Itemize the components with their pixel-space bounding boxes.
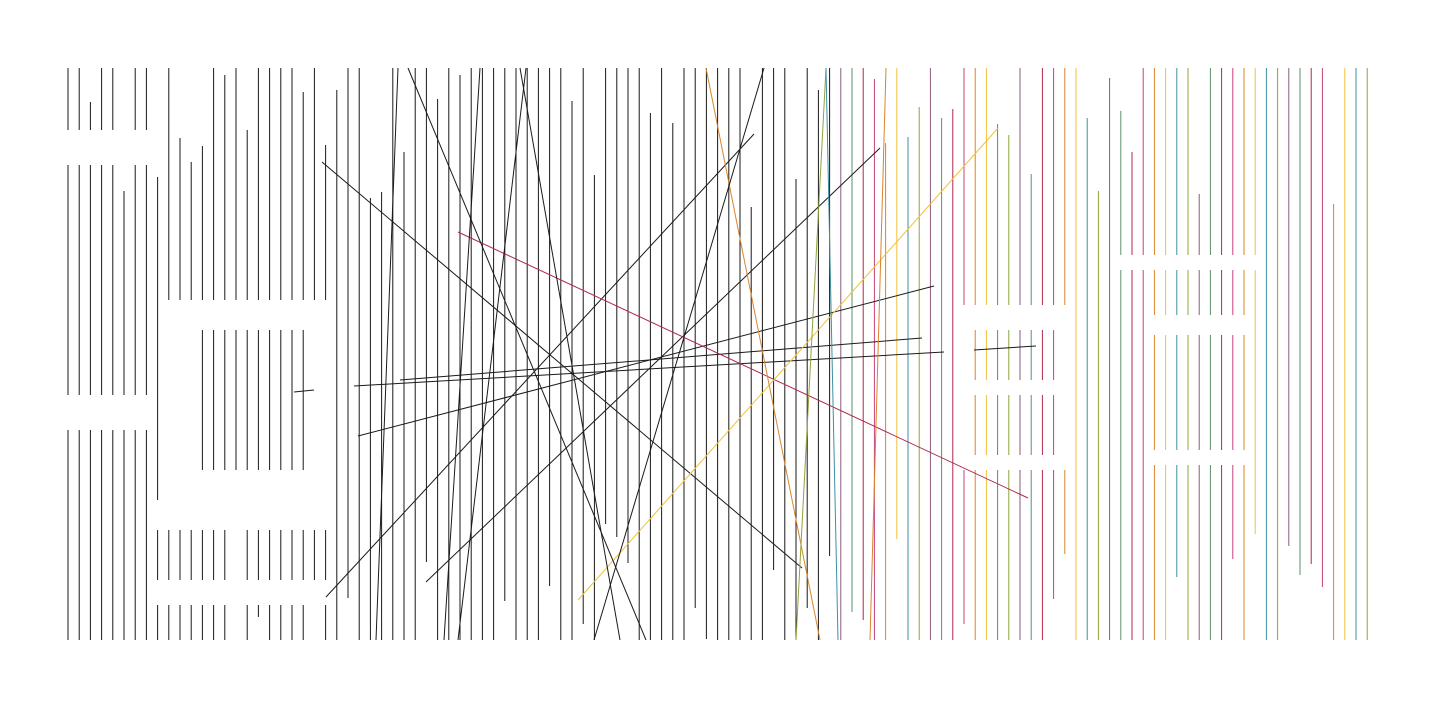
- diagonal-line: [293, 389, 315, 393]
- diagonal-lines-group: [293, 67, 1037, 641]
- diagonal-line: [321, 161, 803, 569]
- diagonal-line: [457, 67, 527, 641]
- diagonal-line: [357, 285, 935, 437]
- diagonal-line: [457, 231, 1029, 499]
- diagonal-line: [407, 67, 647, 641]
- diagonal-line: [519, 67, 621, 641]
- diagonal-line: [795, 67, 827, 641]
- diagonal-line: [425, 147, 881, 583]
- diagonal-line: [973, 345, 1037, 351]
- diagonal-line: [825, 67, 839, 641]
- diagonal-line: [443, 67, 481, 641]
- diagonal-line: [353, 351, 945, 387]
- diagonal-line: [869, 67, 887, 641]
- diagonal-line: [375, 67, 399, 641]
- diagonal-line: [325, 133, 755, 598]
- vertical-lines-group: [67, 68, 1368, 640]
- diagonal-line: [577, 127, 999, 601]
- diagonal-line: [593, 67, 765, 641]
- diagonal-line: [399, 337, 923, 381]
